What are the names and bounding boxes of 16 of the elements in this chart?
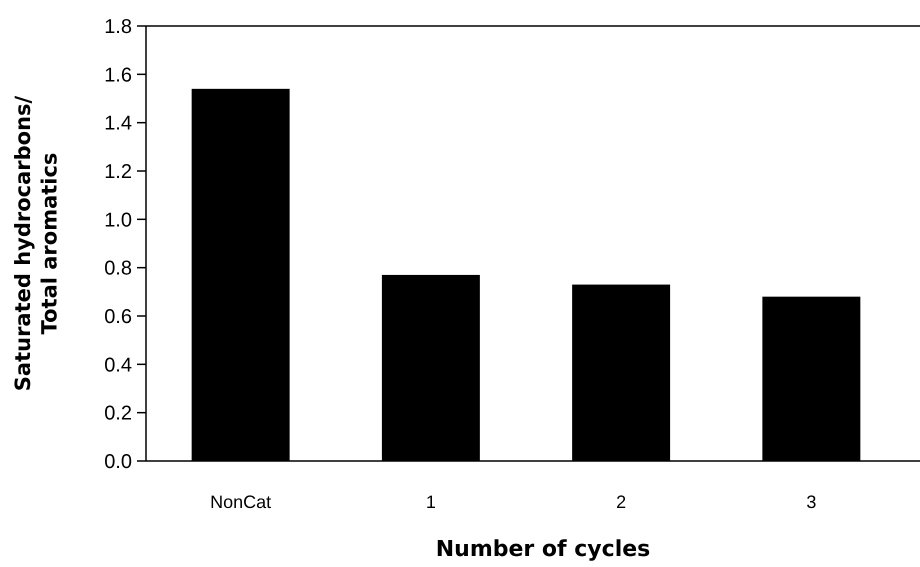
y-tick-label: 0.2 (104, 402, 132, 425)
y-tick-label: 1.2 (104, 161, 132, 183)
y-tick-label: 1.0 (104, 209, 132, 232)
y-axis-title: Saturated hydrocarbons/Total aromatics (11, 95, 62, 392)
y-tick-label: 1.8 (104, 16, 132, 38)
x-axis-title: Number of cycles (436, 537, 650, 562)
y-tick-label: 0.0 (104, 451, 132, 473)
y-tick-label: 0.8 (104, 258, 132, 280)
x-tick-label: 1 (426, 492, 436, 512)
x-tick-label: 2 (616, 492, 626, 512)
x-tick-label: 3 (806, 492, 816, 512)
x-tick-label: NonCat (210, 492, 272, 512)
y-tick-label: 1.6 (104, 64, 132, 86)
y-tick-label: 0.6 (104, 306, 132, 328)
y-tick-label: 0.4 (104, 354, 132, 376)
y-tick-label: 1.4 (104, 112, 132, 135)
